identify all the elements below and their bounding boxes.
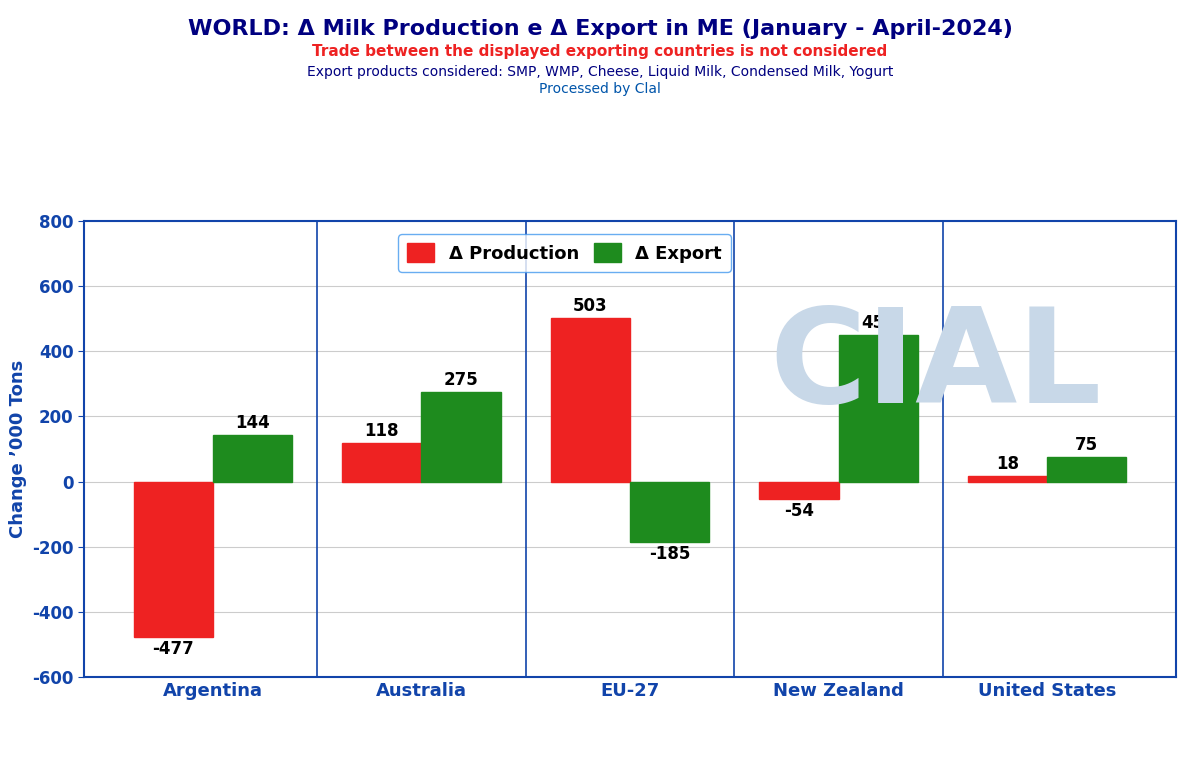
Legend: Δ Production, Δ Export: Δ Production, Δ Export: [398, 234, 731, 272]
Bar: [551, 317, 630, 482]
Bar: [1048, 457, 1127, 482]
Text: -477: -477: [152, 640, 194, 658]
Bar: [212, 435, 292, 482]
Y-axis label: Change ’000 Tons: Change ’000 Tons: [8, 360, 26, 538]
Bar: [760, 482, 839, 499]
Text: Processed by Clal: Processed by Clal: [539, 82, 661, 96]
Text: 450: 450: [860, 314, 895, 332]
Bar: [133, 482, 212, 637]
Text: 118: 118: [365, 422, 400, 440]
Text: -54: -54: [784, 502, 814, 521]
Text: WORLD: Δ Milk Production e Δ Export in ME (January - April-2024): WORLD: Δ Milk Production e Δ Export in M…: [187, 19, 1013, 39]
Text: 503: 503: [574, 297, 607, 314]
Text: Export products considered: SMP, WMP, Cheese, Liquid Milk, Condensed Milk, Yogur: Export products considered: SMP, WMP, Ch…: [307, 65, 893, 78]
Bar: [968, 476, 1048, 482]
Text: -185: -185: [649, 545, 690, 563]
Text: 18: 18: [996, 455, 1019, 473]
Bar: [421, 392, 500, 482]
Text: 75: 75: [1075, 436, 1098, 454]
Bar: [630, 482, 709, 542]
Bar: [839, 335, 918, 482]
Text: 144: 144: [235, 414, 270, 431]
Text: CIAL: CIAL: [769, 304, 1102, 430]
Bar: [342, 443, 421, 482]
Text: Trade between the displayed exporting countries is not considered: Trade between the displayed exporting co…: [312, 44, 888, 59]
Text: 275: 275: [444, 371, 479, 389]
